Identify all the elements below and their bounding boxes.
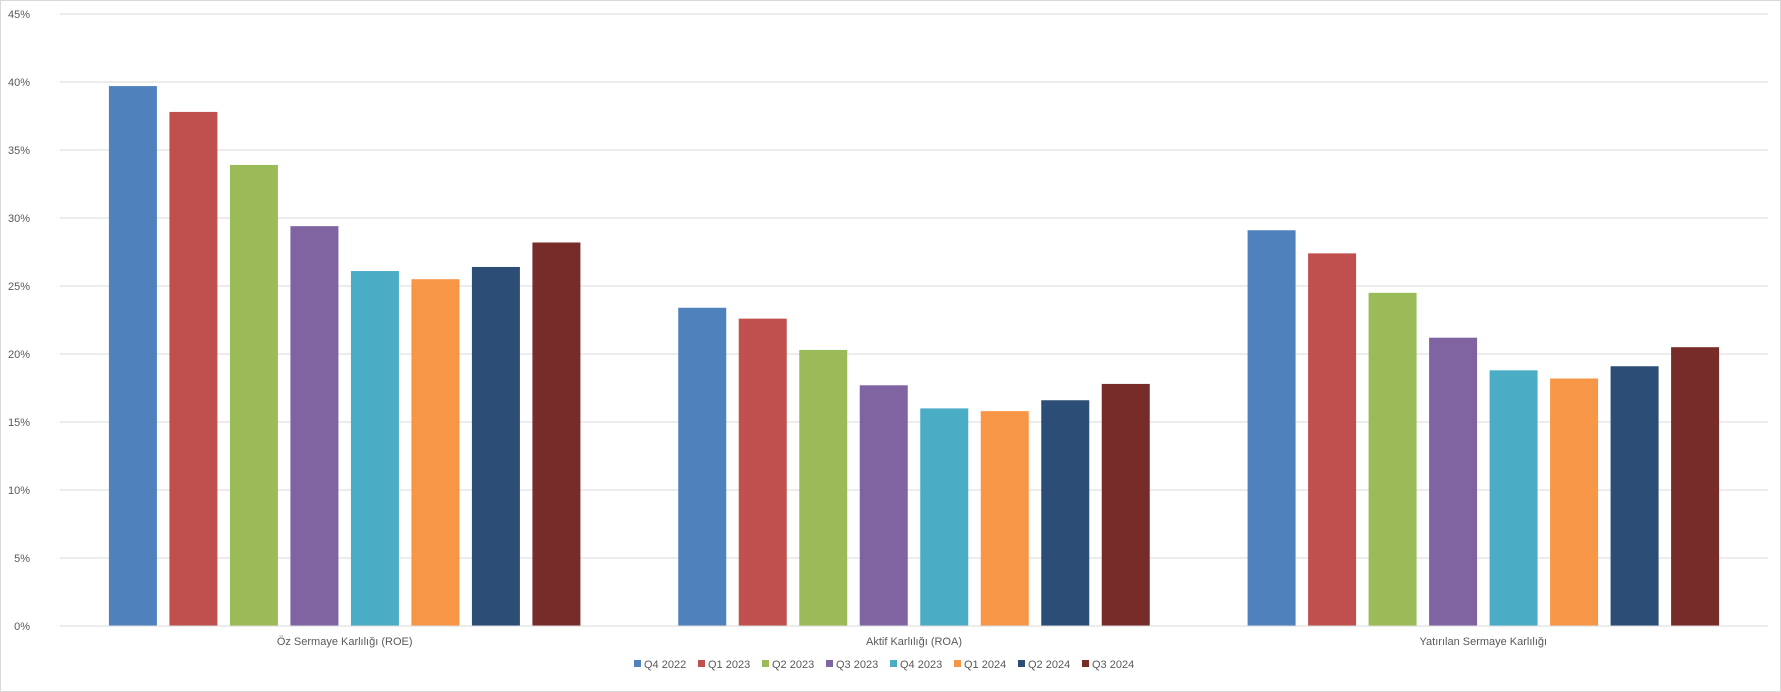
legend-item: Q1 2023 <box>698 659 750 671</box>
y-tick-label: 30% <box>8 213 30 225</box>
bar <box>738 318 787 626</box>
legend-swatch <box>1018 660 1025 667</box>
bar <box>1041 400 1090 626</box>
legend-label: Q4 2022 <box>644 659 686 671</box>
legend-label: Q4 2023 <box>900 659 942 671</box>
bar <box>1429 337 1478 626</box>
bar <box>980 411 1029 626</box>
y-tick-label: 0% <box>14 621 30 633</box>
legend-item: Q3 2023 <box>826 659 878 671</box>
legend-swatch <box>890 660 897 667</box>
category-labels: Öz Sermaye Karlılığı (ROE) Aktif Karlılığ… <box>277 636 1547 648</box>
legend-label: Q2 2023 <box>772 659 814 671</box>
bars <box>108 86 1720 627</box>
legend-label: Q3 2023 <box>836 659 878 671</box>
legend-item: Q3 2024 <box>1082 659 1134 671</box>
legend-item: Q2 2023 <box>762 659 814 671</box>
legend: Q4 2022 Q1 2023 Q2 2023 Q3 2023 Q4 2023 Q1 20… <box>634 659 1134 671</box>
y-tick-label: 20% <box>8 349 30 361</box>
y-tick-label: 10% <box>8 485 30 497</box>
bar <box>108 86 157 626</box>
legend-label: Q1 2023 <box>708 659 750 671</box>
bar <box>678 307 727 626</box>
bar <box>1489 370 1538 626</box>
bar <box>799 349 848 626</box>
bar <box>1247 230 1296 627</box>
bar <box>229 164 278 626</box>
legend-item: Q4 2023 <box>890 659 942 671</box>
gridlines <box>60 13 1768 559</box>
legend-swatch <box>698 660 705 667</box>
bar <box>532 242 581 627</box>
legend-label: Q2 2024 <box>1028 659 1070 671</box>
y-tick-label: 25% <box>8 281 30 293</box>
bar <box>1671 347 1720 626</box>
bar <box>411 279 460 626</box>
x-category-label: Aktif Karlılığı (ROA) <box>866 636 962 648</box>
bar <box>1101 383 1150 626</box>
bar <box>1610 366 1659 626</box>
legend-item: Q1 2024 <box>954 659 1006 671</box>
y-tick-label: 5% <box>14 553 30 565</box>
y-tick-label: 45% <box>8 9 30 21</box>
legend-item: Q4 2022 <box>634 659 686 671</box>
legend-swatch <box>826 660 833 667</box>
legend-swatch <box>1082 660 1089 667</box>
bar <box>169 111 218 627</box>
y-tick-label: 35% <box>8 145 30 157</box>
bar <box>290 226 339 626</box>
bar <box>920 408 969 626</box>
bar <box>859 385 908 626</box>
bar <box>1308 253 1357 627</box>
bar <box>471 266 520 626</box>
legend-swatch <box>634 660 641 667</box>
bar <box>1550 378 1599 626</box>
bar <box>1368 292 1417 626</box>
legend-label: Q1 2024 <box>964 659 1006 671</box>
y-tick-label: 15% <box>8 417 30 429</box>
x-category-label: Öz Sermaye Karlılığı (ROE) <box>277 636 413 648</box>
legend-label: Q3 2024 <box>1092 659 1134 671</box>
y-axis-ticks: 0% 5% 10% 15% 20% 25% 30% 35% 40% 45% <box>8 9 30 633</box>
legend-item: Q2 2024 <box>1018 659 1070 671</box>
x-category-label: Yatırılan Sermaye Karlılığı <box>1420 636 1548 648</box>
y-tick-label: 40% <box>8 77 30 89</box>
legend-swatch <box>762 660 769 667</box>
bar <box>350 271 399 626</box>
legend-swatch <box>954 660 961 667</box>
